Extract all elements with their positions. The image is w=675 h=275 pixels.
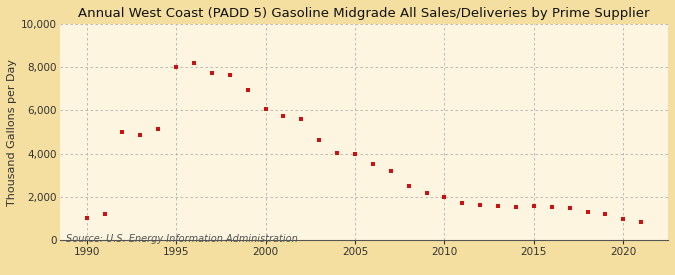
Point [636,220,647,225]
Point [224,73,235,77]
Point [582,209,593,214]
Point [153,126,163,131]
Point [314,138,325,142]
Point [296,117,306,121]
Point [350,152,360,156]
Point [331,151,342,155]
Point [81,216,92,221]
Point [385,169,396,174]
Point [546,205,557,209]
Point [260,107,271,111]
Y-axis label: Thousand Gallons per Day: Thousand Gallons per Day [7,59,17,205]
Point [188,60,199,65]
Point [421,191,432,195]
Point [457,201,468,205]
Text: Source: U.S. Energy Information Administration: Source: U.S. Energy Information Administ… [66,234,298,244]
Title: Annual West Coast (PADD 5) Gasoline Midgrade All Sales/Deliveries by Prime Suppl: Annual West Coast (PADD 5) Gasoline Midg… [78,7,650,20]
Point [171,65,182,69]
Point [117,130,128,134]
Point [493,204,504,208]
Point [207,70,217,75]
Point [564,206,575,210]
Point [278,114,289,118]
Point [618,217,628,221]
Point [439,195,450,199]
Point [529,204,539,208]
Point [99,212,110,216]
Point [367,162,378,167]
Point [403,183,414,188]
Point [475,203,485,207]
Point [242,88,253,92]
Point [600,211,611,216]
Point [135,133,146,138]
Point [510,205,521,209]
